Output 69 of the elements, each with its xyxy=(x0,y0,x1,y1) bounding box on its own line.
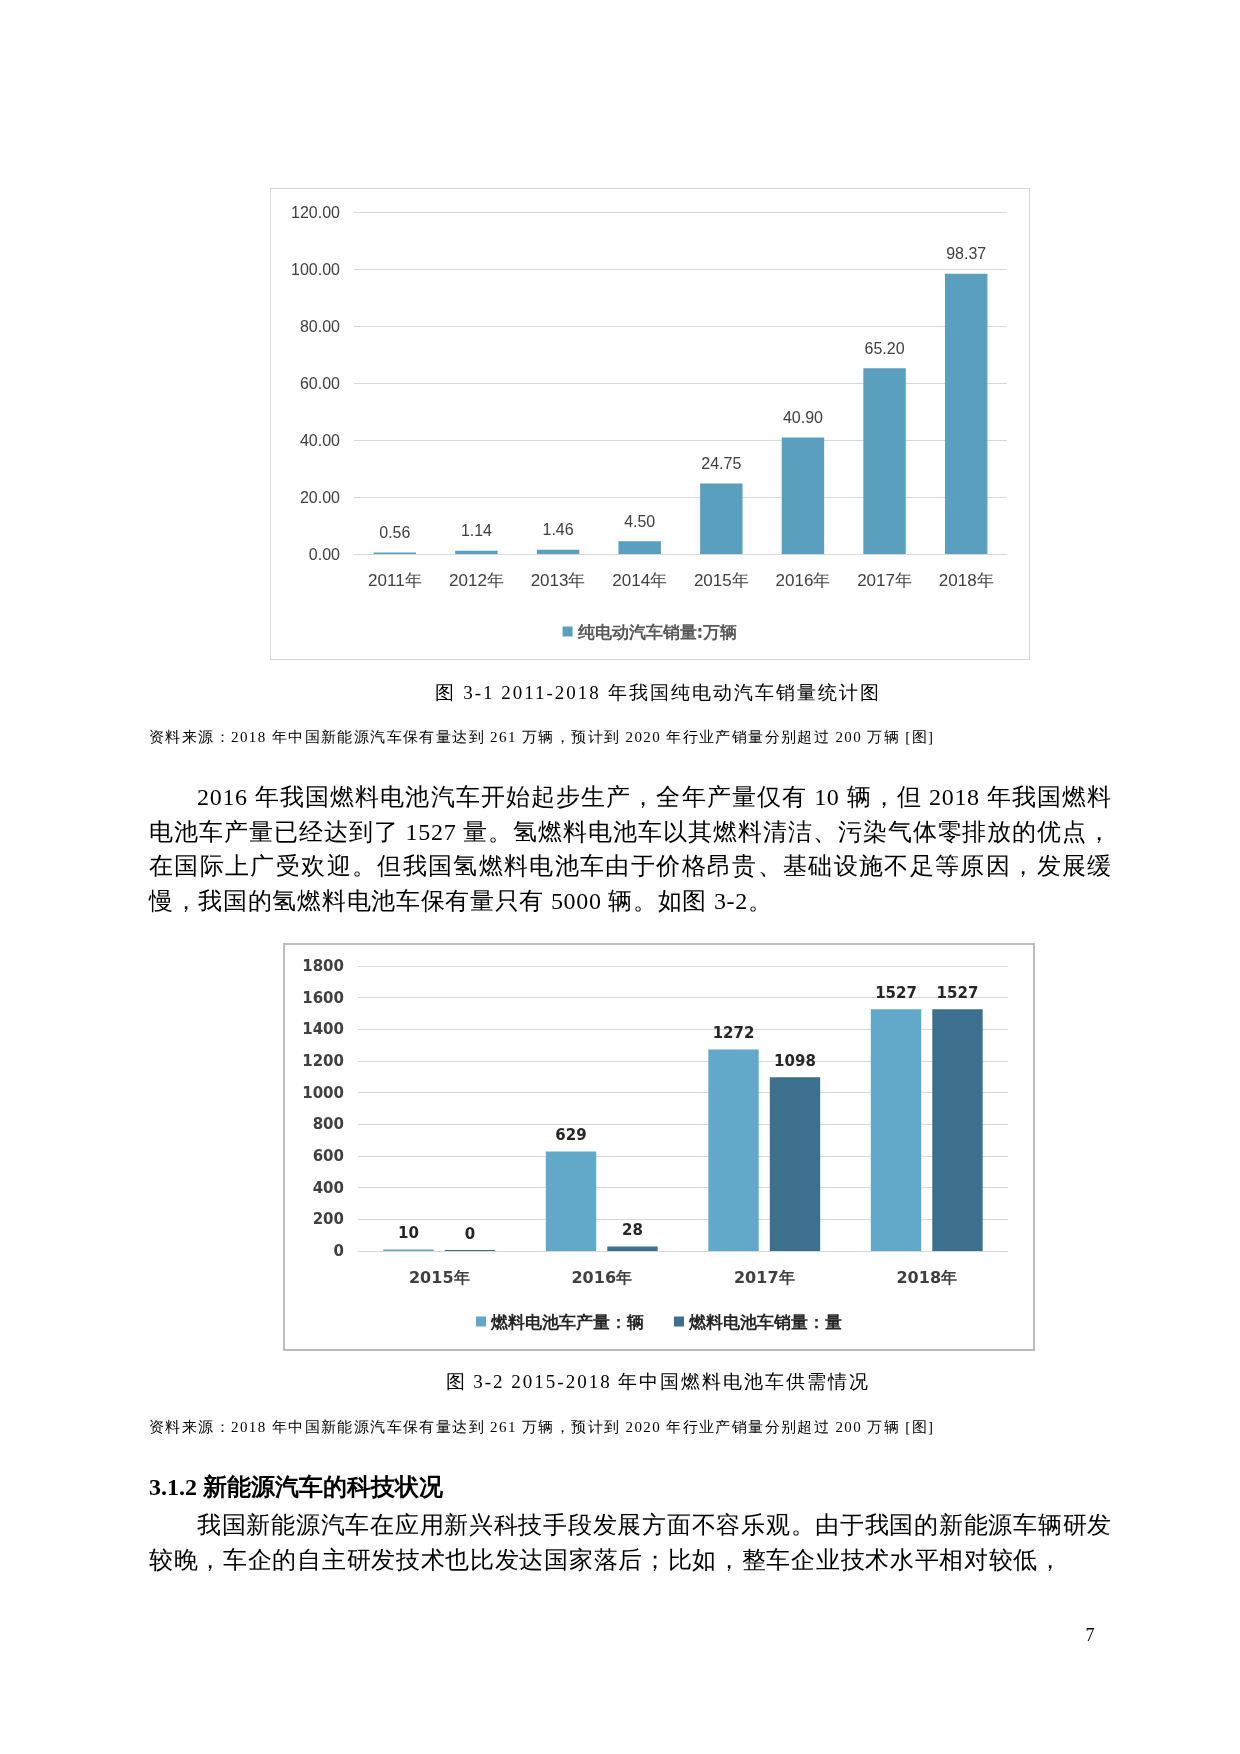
y-tick-label: 0 xyxy=(333,1242,344,1260)
x-tick-label: 2017年 xyxy=(857,571,912,590)
y-tick-label: 1800 xyxy=(302,957,344,975)
y-tick-label: 400 xyxy=(312,1178,344,1197)
y-tick-label: 1200 xyxy=(302,1052,344,1070)
data-label: 0.56 xyxy=(379,523,411,541)
y-tick-label: 20.00 xyxy=(299,488,341,506)
x-tick-label: 2012年 xyxy=(449,571,504,590)
text: 我国新能源汽车在应用新兴科技手段发展方面不容乐观。由于我国的新能源车辆研发较晚，车企的自主研发技术也比发达国家落后；比如，整车企业技术水平相对较低， xyxy=(149,1511,1112,1575)
bar xyxy=(944,273,988,554)
text: 2016 年我国燃料电池汽车开始起步生产，全年产量仅有 10 辆，但 2018 年我国燃料电池车产量已经达到了 1527 量。氢燃料电池车以其燃料清洁、污染气体零排放的优点，在国际上广受欢迎。但我国氢燃料电池车由于价格昂贵、基础设施不足等原因，发展缓慢，我国的氢燃料电池车保有量只有 5000 辆。如图 3-2。 xyxy=(149,783,1112,917)
y-tick-label: 200 xyxy=(312,1210,344,1229)
bar xyxy=(769,1077,821,1251)
x-tick-label: 2018年 xyxy=(938,571,994,590)
y-tick-label: 80.00 xyxy=(299,317,341,335)
text: 7 xyxy=(1084,1624,1096,1646)
data-label: 0 xyxy=(464,1224,476,1243)
bar xyxy=(708,1049,759,1251)
y-tick-label: 1000 xyxy=(302,1083,344,1102)
x-tick-label: 2018年 xyxy=(896,1267,958,1287)
x-tick-label: 2011年 xyxy=(368,571,422,590)
y-tick-label: 600 xyxy=(312,1147,344,1165)
bar xyxy=(781,437,825,554)
data-label: 40.90 xyxy=(782,408,824,426)
bar xyxy=(863,368,906,554)
x-tick-label: 2013年 xyxy=(530,571,586,590)
legend-label: 燃料电池车产量：辆 xyxy=(490,1311,644,1332)
y-tick-label: 1400 xyxy=(302,1020,344,1039)
y-tick-label: 1600 xyxy=(302,988,344,1007)
y-tick-label: 60.00 xyxy=(299,374,341,392)
bar xyxy=(870,1009,922,1251)
text: 3.1.2 新能源汽车的科技状况 xyxy=(149,1473,444,1502)
bar xyxy=(545,1151,597,1251)
data-label: 629 xyxy=(555,1125,587,1144)
data-label: 4.50 xyxy=(624,512,656,530)
data-label: 1527 xyxy=(875,983,917,1002)
bar xyxy=(536,549,580,554)
bar xyxy=(618,541,661,554)
data-label: 10 xyxy=(398,1223,419,1242)
text: 资料来源：2018 年中国新能源汽车保有量达到 261 万辆，预计到 2020 年行业产销量分别超过 200 万辆 [图] xyxy=(149,728,936,747)
y-tick-label: 40.00 xyxy=(299,431,341,449)
bar xyxy=(932,1009,983,1251)
data-label: 65.20 xyxy=(864,339,905,357)
data-label: 1527 xyxy=(936,983,979,1002)
data-label: 1.14 xyxy=(460,522,493,540)
data-label: 98.37 xyxy=(946,245,987,263)
x-tick-label: 2016年 xyxy=(571,1267,633,1287)
text: 资料来源：2018 年中国新能源汽车保有量达到 261 万辆，预计到 2020 年行业产销量分别超过 200 万辆 [图] xyxy=(149,1418,936,1437)
bar xyxy=(455,550,498,554)
x-tick-label: 2016年 xyxy=(775,571,831,590)
data-label: 28 xyxy=(622,1221,643,1240)
y-tick-label: 120.00 xyxy=(291,203,341,221)
y-tick-label: 0.00 xyxy=(308,545,341,563)
bar xyxy=(607,1246,658,1251)
x-tick-label: 2014年 xyxy=(612,571,668,590)
data-label: 24.75 xyxy=(701,454,742,472)
x-tick-label: 2015年 xyxy=(408,1267,470,1287)
data-label: 1.46 xyxy=(542,521,574,539)
y-tick-label: 800 xyxy=(312,1115,344,1134)
bar xyxy=(700,483,743,554)
x-tick-label: 2015年 xyxy=(693,571,749,590)
legend-label: 纯电动汽车销量:万辆 xyxy=(576,621,738,642)
text: 图 3-1 2011-2018 年我国纯电动汽车销量统计图 xyxy=(434,681,882,705)
legend-label: 燃料电池车销量：量 xyxy=(688,1311,842,1332)
data-label: 1098 xyxy=(774,1051,816,1070)
data-label: 1272 xyxy=(712,1024,755,1043)
text: 图 3-2 2015-2018 年中国燃料电池车供需情况 xyxy=(444,1370,872,1394)
x-tick-label: 2017年 xyxy=(733,1267,795,1287)
y-tick-label: 100.00 xyxy=(291,260,341,278)
